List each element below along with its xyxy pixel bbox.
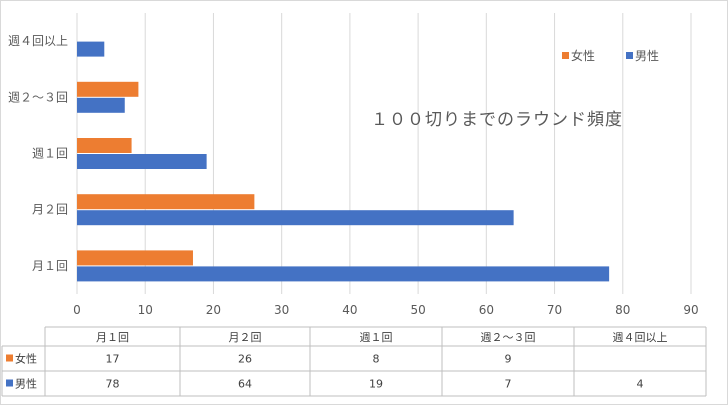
bar-male <box>77 210 514 226</box>
table-cell: 19 <box>369 378 383 391</box>
y-category-label: 週２～３回 <box>8 90 68 104</box>
table-header-cell: 週４回以上 <box>613 331 668 344</box>
table-cell: 78 <box>106 378 120 391</box>
table-cell: 26 <box>238 353 252 366</box>
table-header-cell: 月２回 <box>229 331 262 344</box>
table-header-cell: 月１回 <box>96 331 129 344</box>
table-cell: 64 <box>238 378 252 391</box>
table-cell: 8 <box>373 353 380 366</box>
bar-female <box>77 194 255 210</box>
table-legend-key-female <box>6 354 13 362</box>
table-cell: 9 <box>505 353 512 366</box>
bar-male <box>77 266 610 282</box>
x-tick-label: 20 <box>206 303 221 317</box>
y-category-label: 月１回 <box>32 259 68 273</box>
table-row-label: 男性 <box>15 377 37 391</box>
legend-female-label: 女性 <box>571 48 595 63</box>
x-tick-label: 0 <box>73 303 81 317</box>
x-tick-label: 50 <box>410 303 425 317</box>
chart-title: １００切りまでのラウンド頻度 <box>371 110 623 130</box>
x-tick-label: 90 <box>683 303 698 317</box>
y-category-label: 週１回 <box>32 147 68 161</box>
bar-male <box>77 154 207 169</box>
x-tick-label: 40 <box>342 303 357 317</box>
table-header-cell: 週１回 <box>360 331 393 344</box>
x-tick-label: 70 <box>547 303 562 317</box>
bar-male <box>77 41 105 57</box>
bar-male <box>77 97 125 113</box>
y-category-label: 月２回 <box>32 203 68 217</box>
bar-female <box>77 81 139 97</box>
x-tick-label: 30 <box>274 303 289 317</box>
table-cell: 17 <box>106 353 120 366</box>
y-category-label: 週４回以上 <box>8 34 68 48</box>
table-row-label: 女性 <box>15 352 37 366</box>
table-cell: 7 <box>505 378 512 391</box>
table-cell: 4 <box>637 378 644 391</box>
bar-female <box>77 138 132 153</box>
legend-male-label: 男性 <box>635 49 659 63</box>
legend-female-swatch <box>562 52 569 59</box>
legend-male-swatch <box>626 52 633 59</box>
table-header-cell: 週２～３回 <box>481 331 536 344</box>
table-legend-key-male <box>6 379 13 387</box>
x-tick-label: 60 <box>479 303 494 317</box>
bar-female <box>77 250 193 266</box>
x-tick-label: 80 <box>615 303 630 317</box>
x-tick-label: 10 <box>138 303 153 317</box>
